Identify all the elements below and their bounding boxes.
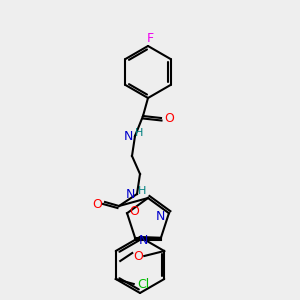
Text: H: H [138, 186, 146, 196]
Text: N: N [156, 210, 166, 223]
Text: F: F [146, 32, 154, 46]
Text: N: N [125, 188, 135, 200]
Text: N: N [138, 234, 148, 247]
Text: O: O [164, 112, 174, 124]
Text: H: H [135, 128, 143, 138]
Text: O: O [133, 250, 143, 262]
Text: O: O [129, 205, 139, 218]
Text: O: O [92, 197, 102, 211]
Text: Cl: Cl [138, 278, 150, 290]
Text: N: N [123, 130, 133, 142]
